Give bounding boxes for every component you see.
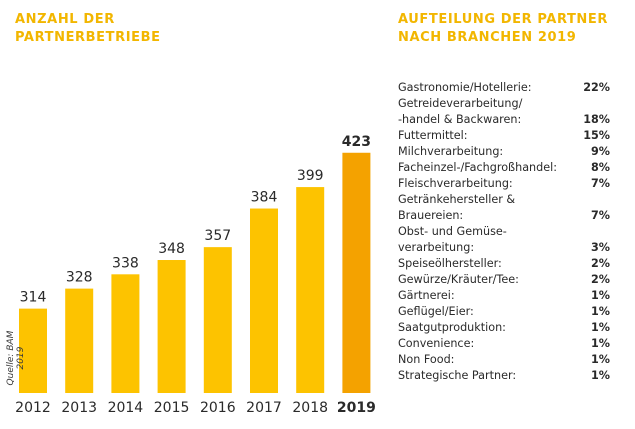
sector-label: Fleischverarbeitung:: [398, 176, 576, 192]
partner-count-bar-chart: 314 2012 328 2013 338 2014 348 2015 357 2016 384 20…: [15, 134, 376, 416]
sector-row: Facheinzel-/Fachgroßhandel: 8%: [398, 160, 610, 176]
value-label-2012: 314: [20, 290, 47, 306]
year-label-2018: 2018: [292, 400, 328, 416]
sector-label-line: Gewürze/Kräuter/Tee:: [398, 273, 519, 286]
sector-percentage: 3%: [591, 241, 610, 254]
sector-label: Speiseölhersteller:: [398, 256, 576, 272]
sector-label-line: Convenience:: [398, 337, 475, 350]
bar-2014: [111, 274, 140, 393]
sector-row: Obst- und Gemüse-verarbeitung: 3%: [398, 224, 610, 256]
bar-2015: [157, 260, 186, 393]
sector-label: Strategische Partner:: [398, 368, 576, 384]
sector-label-line: Obst- und Gemüse-: [398, 225, 507, 238]
sector-percentage: 7%: [591, 177, 610, 190]
sector-label: Obst- und Gemüse-verarbeitung:: [398, 224, 576, 256]
sector-percentage: 15%: [583, 129, 610, 142]
sector-label: Gastronomie/Hotellerie:: [398, 80, 576, 96]
sector-label-line: Geflügel/Eier:: [398, 305, 474, 318]
value-label-2015: 348: [158, 241, 185, 257]
sector-label: Non Food:: [398, 352, 576, 368]
sector-label-line: Facheinzel-/Fachgroßhandel:: [398, 161, 558, 174]
sector-row: Convenience: 1%: [398, 336, 610, 352]
sector-row: Fleischverarbeitung: 7%: [398, 176, 610, 192]
sector-row: Getreideverarbeitung/ -handel & Backwaren…: [398, 96, 610, 128]
sector-label: Saatgutproduktion:: [398, 320, 576, 336]
sector-percentage: 1%: [591, 337, 610, 350]
bar-2017: [250, 208, 278, 393]
sector-label: Facheinzel-/Fachgroßhandel:: [398, 160, 576, 176]
sector-label-line: Getreideverarbeitung/: [398, 97, 523, 110]
value-label-2013: 328: [66, 270, 93, 286]
year-label-2017: 2017: [246, 400, 282, 416]
bar-2019: [342, 152, 371, 393]
sector-label: Geflügel/Eier:: [398, 304, 576, 320]
value-label-2014: 338: [112, 255, 139, 271]
sector-label: Milchverarbeitung:: [398, 144, 576, 160]
source-note: Quelle: BAM 2019: [6, 330, 26, 386]
sector-percentage: 2%: [591, 273, 610, 286]
sector-label-line: Getränkehersteller &: [398, 193, 516, 206]
value-label-2016: 357: [204, 228, 231, 244]
sector-label-line: Strategische Partner:: [398, 369, 517, 382]
sector-label: Getreideverarbeitung/ -handel & Backwaren…: [398, 96, 576, 128]
sector-row: Strategische Partner: 1%: [398, 368, 610, 384]
sector-row: Gastronomie/Hotellerie: 22%: [398, 80, 610, 96]
chart-title: ANZAHL DER PARTNERBETRIEBE: [15, 12, 161, 45]
sector-percentage: 7%: [591, 209, 610, 222]
sector-label-line: verarbeitung:: [398, 241, 475, 254]
sector-label-line: Gastronomie/Hotellerie:: [398, 81, 532, 94]
sector-label: Gewürze/Kräuter/Tee:: [398, 272, 576, 288]
sector-percentage: 22%: [583, 81, 610, 94]
sector-percentage: 1%: [591, 321, 610, 334]
year-label-2016: 2016: [200, 400, 236, 416]
sector-label-line: Gärtnerei:: [398, 289, 455, 302]
sector-percentage: 1%: [591, 305, 610, 318]
sector-label-line: Non Food:: [398, 353, 455, 366]
sector-label-line: -handel & Backwaren:: [398, 113, 522, 126]
sector-percentage: 1%: [591, 289, 610, 302]
sector-row: Gärtnerei: 1%: [398, 288, 610, 304]
sector-label-line: Saatgutproduktion:: [398, 321, 506, 334]
sector-label: Convenience:: [398, 336, 576, 352]
sector-percentage: 1%: [591, 353, 610, 366]
sector-row: Getränkehersteller & Brauereien: 7%: [398, 192, 610, 224]
sector-percentage: 8%: [591, 161, 610, 174]
sector-row: Geflügel/Eier: 1%: [398, 304, 610, 320]
year-label-2015: 2015: [154, 400, 190, 416]
sector-list: Gastronomie/Hotellerie: 22% Getreideverarb…: [398, 80, 610, 384]
sector-label-line: Milchverarbeitung:: [398, 145, 504, 158]
bar-2018: [296, 187, 325, 393]
sector-row: Saatgutproduktion: 1%: [398, 320, 610, 336]
sector-label: Getränkehersteller & Brauereien:: [398, 192, 576, 224]
sector-row: Speiseölhersteller: 2%: [398, 256, 610, 272]
year-label-2013: 2013: [61, 400, 97, 416]
sector-percentage: 9%: [591, 145, 610, 158]
bar-2016: [203, 247, 232, 393]
sector-label: Gärtnerei:: [398, 288, 576, 304]
sector-percentage: 1%: [591, 369, 610, 382]
bar-2012: [19, 308, 47, 393]
value-label-2018: 399: [297, 168, 324, 184]
sector-row: Futtermittel: 15%: [398, 128, 610, 144]
year-label-2019: 2019: [337, 400, 376, 416]
sector-label-line: Futtermittel:: [398, 129, 468, 142]
sector-breakdown-table: Gastronomie/Hotellerie: 22% Getreideverarb…: [398, 80, 610, 384]
sector-label-line: Speiseölhersteller:: [398, 257, 502, 270]
sector-label-line: Fleischverarbeitung:: [398, 177, 513, 190]
sector-row: Non Food: 1%: [398, 352, 610, 368]
sector-label: Futtermittel:: [398, 128, 576, 144]
year-label-2014: 2014: [108, 400, 144, 416]
sector-row: Gewürze/Kräuter/Tee: 2%: [398, 272, 610, 288]
sector-label-line: Brauereien:: [398, 209, 464, 222]
sector-row: Milchverarbeitung: 9%: [398, 144, 610, 160]
bar-2013: [65, 288, 94, 393]
value-label-2019: 423: [342, 134, 371, 150]
sector-percentage: 2%: [591, 257, 610, 270]
value-label-2017: 384: [251, 190, 278, 206]
sector-percentage: 18%: [583, 113, 610, 126]
year-label-2012: 2012: [15, 400, 51, 416]
sector-breakdown-title: AUFTEILUNG DER PARTNER NACH BRANCHEN 201…: [398, 12, 609, 45]
